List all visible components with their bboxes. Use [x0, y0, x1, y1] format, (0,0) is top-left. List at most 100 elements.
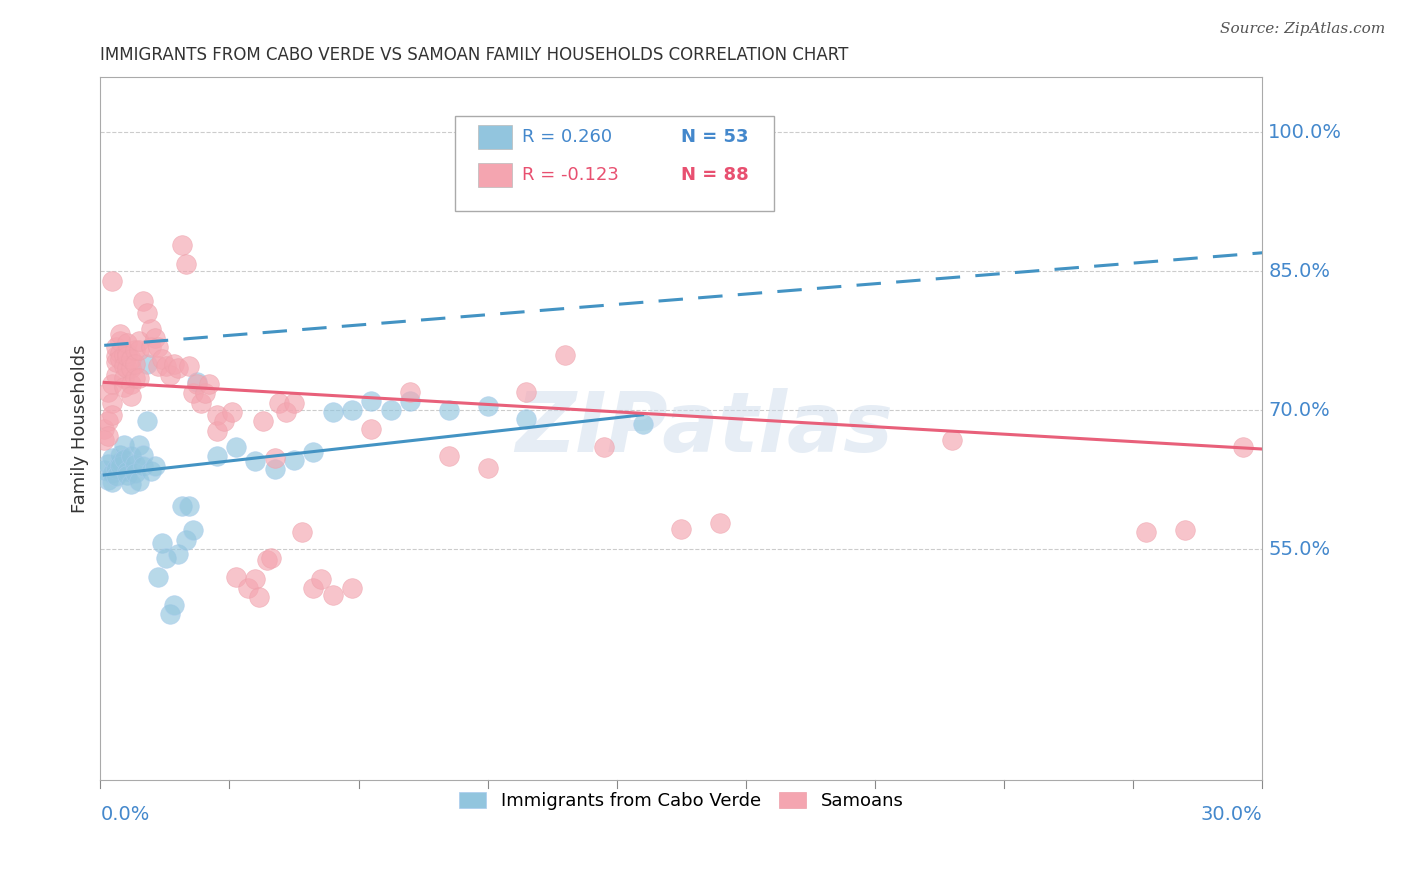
Point [120, 377, 142, 392]
Point [97, 384, 120, 399]
Point [97, 429, 120, 443]
Point [190, 396, 212, 410]
Point [150, 352, 173, 367]
Point [225, 440, 247, 454]
Point [135, 414, 157, 428]
Point [1135, 525, 1157, 540]
Point [117, 345, 139, 359]
Point [631, 417, 654, 431]
Point [263, 462, 285, 476]
Point [252, 414, 274, 428]
Point [108, 458, 131, 473]
Text: 0.0%: 0.0% [100, 805, 149, 824]
Point [150, 535, 173, 549]
Point [340, 403, 363, 417]
Point [380, 403, 402, 417]
Point [108, 352, 131, 367]
Text: R = -0.123: R = -0.123 [522, 167, 619, 185]
Point [97, 457, 120, 471]
Point [159, 368, 181, 382]
Point [186, 376, 208, 390]
Point [340, 581, 363, 595]
Point [155, 551, 177, 566]
Point [179, 500, 201, 514]
Point [108, 327, 131, 342]
Point [128, 334, 150, 348]
Point [283, 453, 305, 467]
Point [112, 380, 135, 394]
Point [124, 357, 146, 371]
Point [139, 464, 162, 478]
Point [236, 581, 259, 595]
Point [101, 274, 124, 288]
Text: 55.0%: 55.0% [1268, 540, 1330, 558]
Point [112, 370, 135, 384]
Point [155, 359, 177, 373]
Point [166, 547, 188, 561]
Point [256, 553, 278, 567]
Point [174, 257, 197, 271]
Point [205, 424, 228, 438]
Point [97, 473, 120, 487]
Point [360, 393, 382, 408]
Legend: Immigrants from Cabo Verde, Samoans: Immigrants from Cabo Verde, Samoans [453, 784, 911, 817]
Point [120, 477, 142, 491]
Point [117, 336, 139, 351]
Point [101, 466, 124, 480]
Point [108, 455, 131, 469]
Point [205, 450, 228, 464]
Point [283, 396, 305, 410]
Point [108, 345, 131, 359]
FancyBboxPatch shape [478, 125, 512, 149]
Point [554, 348, 576, 362]
Point [101, 475, 124, 490]
Point [671, 522, 693, 536]
FancyBboxPatch shape [478, 163, 512, 187]
Point [117, 350, 139, 364]
Point [148, 340, 170, 354]
Point [101, 396, 124, 410]
Point [120, 361, 142, 376]
Point [117, 464, 139, 478]
Text: Source: ZipAtlas.com: Source: ZipAtlas.com [1219, 22, 1385, 37]
Point [128, 474, 150, 488]
Point [128, 370, 150, 384]
Point [247, 590, 270, 604]
Point [170, 500, 193, 514]
Text: N = 53: N = 53 [682, 128, 749, 145]
Point [194, 386, 217, 401]
Point [104, 340, 127, 354]
FancyBboxPatch shape [454, 116, 775, 211]
Text: 100.0%: 100.0% [1268, 123, 1343, 142]
Point [120, 352, 142, 367]
Point [108, 448, 131, 462]
Point [117, 467, 139, 482]
Point [148, 570, 170, 584]
Point [181, 524, 204, 538]
Point [941, 433, 963, 447]
Point [139, 321, 162, 335]
Point [159, 607, 181, 621]
Point [104, 350, 127, 364]
Point [1232, 440, 1254, 454]
Point [139, 340, 162, 354]
Point [267, 396, 290, 410]
Point [205, 408, 228, 422]
Point [104, 462, 127, 476]
Text: R = 0.260: R = 0.260 [522, 128, 612, 145]
Point [309, 572, 332, 586]
Point [135, 357, 157, 371]
Text: IMMIGRANTS FROM CABO VERDE VS SAMOAN FAMILY HOUSEHOLDS CORRELATION CHART: IMMIGRANTS FROM CABO VERDE VS SAMOAN FAM… [100, 46, 849, 64]
Point [245, 454, 267, 468]
Text: 85.0%: 85.0% [1268, 261, 1330, 281]
Point [263, 451, 285, 466]
Point [108, 334, 131, 348]
Y-axis label: Family Households: Family Households [72, 344, 89, 513]
Point [124, 343, 146, 357]
Point [112, 438, 135, 452]
Point [221, 405, 243, 419]
Point [104, 355, 127, 369]
Point [132, 448, 155, 462]
Point [170, 238, 193, 252]
Point [93, 422, 115, 436]
